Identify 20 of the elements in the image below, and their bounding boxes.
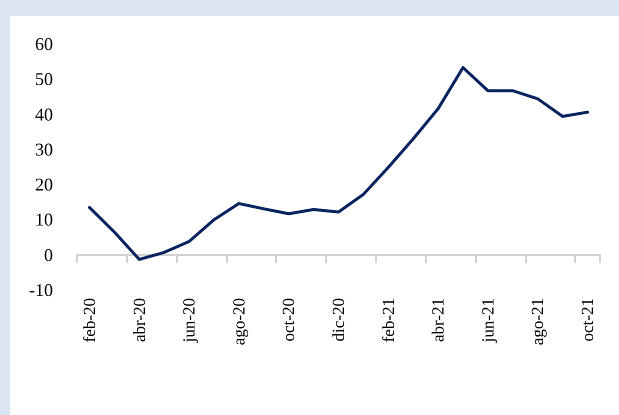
line-series — [88, 66, 590, 261]
x-tick-label: oct-21 — [578, 298, 598, 342]
x-tick-label: jun-20 — [180, 298, 199, 344]
y-tick-label: 40 — [35, 104, 53, 124]
y-tick-label: -10 — [29, 280, 53, 300]
y-tick-label: 50 — [35, 69, 53, 90]
y-tick-label: 30 — [35, 139, 53, 160]
x-tick-label: abr-20 — [130, 298, 149, 342]
y-tick-label: 10 — [35, 210, 53, 230]
y-tick-label: 0 — [44, 244, 53, 265]
x-tick-label: feb-21 — [378, 298, 398, 342]
x-tick-label: abr-21 — [428, 298, 448, 342]
x-tick-label: ago-20 — [229, 298, 248, 346]
y-tick-label: 20 — [35, 174, 53, 195]
x-tick-label: ago-21 — [528, 298, 548, 346]
y-tick-label: 60 — [35, 34, 53, 54]
x-tick-label: feb-20 — [80, 298, 99, 342]
x-tick-label: jun-21 — [478, 298, 498, 344]
x-tick-label: oct-20 — [279, 298, 298, 342]
x-tick-label: dic-20 — [329, 298, 348, 342]
